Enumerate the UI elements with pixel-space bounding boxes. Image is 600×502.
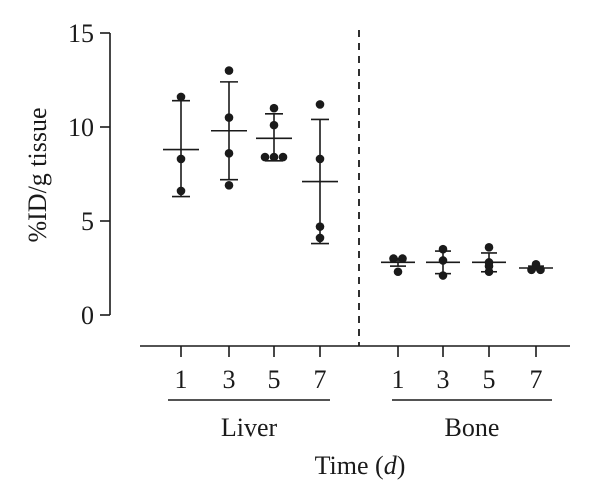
x-tick-label: 5 (268, 365, 281, 394)
y-tick-label: 10 (68, 113, 94, 142)
x-tick-label: 3 (437, 365, 450, 394)
data-point (269, 152, 279, 162)
x-tick-label: 1 (392, 365, 405, 394)
data-point (176, 186, 186, 196)
y-tick-label: 15 (68, 19, 94, 48)
data-point (315, 233, 325, 243)
data-point (484, 267, 494, 277)
data-point (438, 244, 448, 254)
data-point (438, 271, 448, 280)
x-axis-title-unit: d (384, 451, 398, 480)
data-point (389, 254, 398, 263)
data-point (224, 66, 234, 75)
data-point (176, 92, 186, 102)
group-label: Bone (445, 413, 500, 442)
data-point (315, 154, 325, 164)
data-point (393, 267, 403, 277)
x-axis: Liver 1 3 5 7 Bone 1 3 5 7 (140, 345, 570, 442)
data-point (536, 265, 545, 275)
data-point (176, 154, 186, 164)
x-axis-title: Time (d) (315, 451, 406, 480)
x-tick-label: 7 (314, 365, 327, 394)
data-point (484, 243, 494, 252)
x-tick-label: 1 (175, 365, 188, 394)
x-tick-label: 5 (483, 365, 496, 394)
data-point (224, 113, 234, 122)
y-tick-label: 0 (81, 301, 94, 330)
data-point (438, 256, 448, 265)
x-tick-label: 3 (223, 365, 236, 394)
data-point (315, 100, 325, 109)
data-point (527, 265, 536, 275)
x-tick-label: 7 (530, 365, 543, 394)
data-point (278, 152, 288, 162)
data-point (224, 149, 234, 158)
x-axis-title-prefix: Time ( (315, 451, 384, 480)
data-point (315, 222, 325, 231)
data-point (224, 180, 234, 190)
y-axis-title: %ID/g tissue (23, 107, 52, 242)
data-point (398, 254, 407, 263)
group-label: Liver (221, 413, 278, 442)
x-axis-title-suffix: ) (397, 451, 406, 480)
data-point (269, 120, 279, 130)
data-point (269, 103, 279, 113)
y-axis: 0 5 10 15 (68, 19, 111, 330)
y-tick-label: 5 (81, 207, 94, 236)
chart-marks (163, 30, 553, 346)
data-point (260, 152, 270, 162)
